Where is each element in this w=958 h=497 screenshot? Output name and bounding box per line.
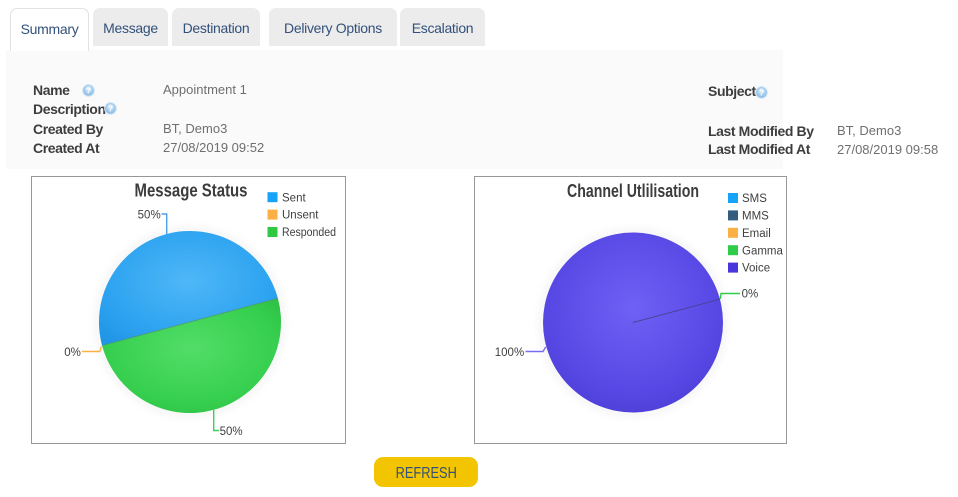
svg-text:Unsent: Unsent bbox=[282, 210, 319, 222]
svg-text:0%: 0% bbox=[742, 289, 759, 301]
svg-text:MMS: MMS bbox=[742, 211, 769, 223]
svg-text:Channel Utlilisation: Channel Utlilisation bbox=[567, 181, 699, 201]
svg-text:?: ? bbox=[86, 86, 91, 96]
svg-text:SMS: SMS bbox=[742, 193, 767, 205]
svg-text:Voice: Voice bbox=[742, 263, 770, 275]
svg-text:Responded: Responded bbox=[282, 227, 336, 239]
svg-text:0%: 0% bbox=[64, 347, 81, 359]
svg-text:50%: 50% bbox=[220, 426, 243, 438]
svg-text:?: ? bbox=[108, 103, 113, 113]
svg-text:100%: 100% bbox=[495, 347, 524, 359]
svg-text:50%: 50% bbox=[138, 210, 161, 222]
svg-text:Gamma: Gamma bbox=[742, 245, 784, 257]
svg-text:Message Status: Message Status bbox=[135, 181, 248, 201]
svg-text:Email: Email bbox=[742, 228, 771, 240]
svg-text:?: ? bbox=[759, 87, 764, 97]
svg-text:Sent: Sent bbox=[282, 192, 306, 204]
